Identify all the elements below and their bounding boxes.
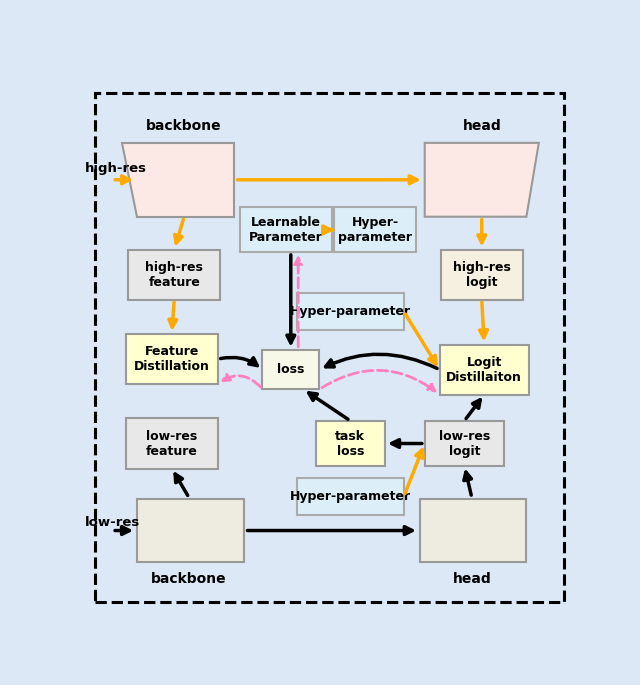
Text: low-res
logit: low-res logit [439, 429, 490, 458]
FancyBboxPatch shape [297, 478, 404, 514]
FancyBboxPatch shape [441, 249, 523, 300]
Text: Feature
Distillation: Feature Distillation [134, 345, 210, 373]
Polygon shape [137, 499, 244, 562]
FancyBboxPatch shape [316, 421, 385, 466]
Text: low-res: low-res [85, 516, 140, 529]
Text: backbone: backbone [151, 572, 227, 586]
Text: backbone: backbone [147, 119, 222, 134]
Text: head: head [452, 572, 492, 586]
FancyBboxPatch shape [440, 345, 529, 395]
Text: loss: loss [277, 363, 305, 376]
Polygon shape [122, 143, 234, 216]
Polygon shape [420, 499, 527, 562]
Text: Logit
Distillaiton: Logit Distillaiton [446, 356, 522, 384]
Text: Hyper-parameter: Hyper-parameter [290, 490, 411, 503]
Text: head: head [462, 119, 501, 134]
FancyBboxPatch shape [129, 249, 220, 300]
Text: Learnable
Parameter: Learnable Parameter [249, 216, 323, 244]
FancyBboxPatch shape [425, 421, 504, 466]
Text: Hyper-
parameter: Hyper- parameter [338, 216, 412, 244]
Text: low-res
feature: low-res feature [146, 429, 198, 458]
Text: task
loss: task loss [335, 429, 365, 458]
FancyBboxPatch shape [126, 334, 218, 384]
FancyBboxPatch shape [126, 419, 218, 469]
Text: high-res
feature: high-res feature [145, 261, 203, 288]
FancyBboxPatch shape [262, 350, 319, 390]
FancyBboxPatch shape [334, 208, 416, 252]
Polygon shape [425, 143, 539, 216]
Text: high-res: high-res [85, 162, 147, 175]
Text: Hyper-parameter: Hyper-parameter [290, 305, 411, 318]
FancyBboxPatch shape [240, 208, 332, 252]
FancyBboxPatch shape [297, 293, 404, 330]
Text: high-res
logit: high-res logit [453, 261, 511, 288]
